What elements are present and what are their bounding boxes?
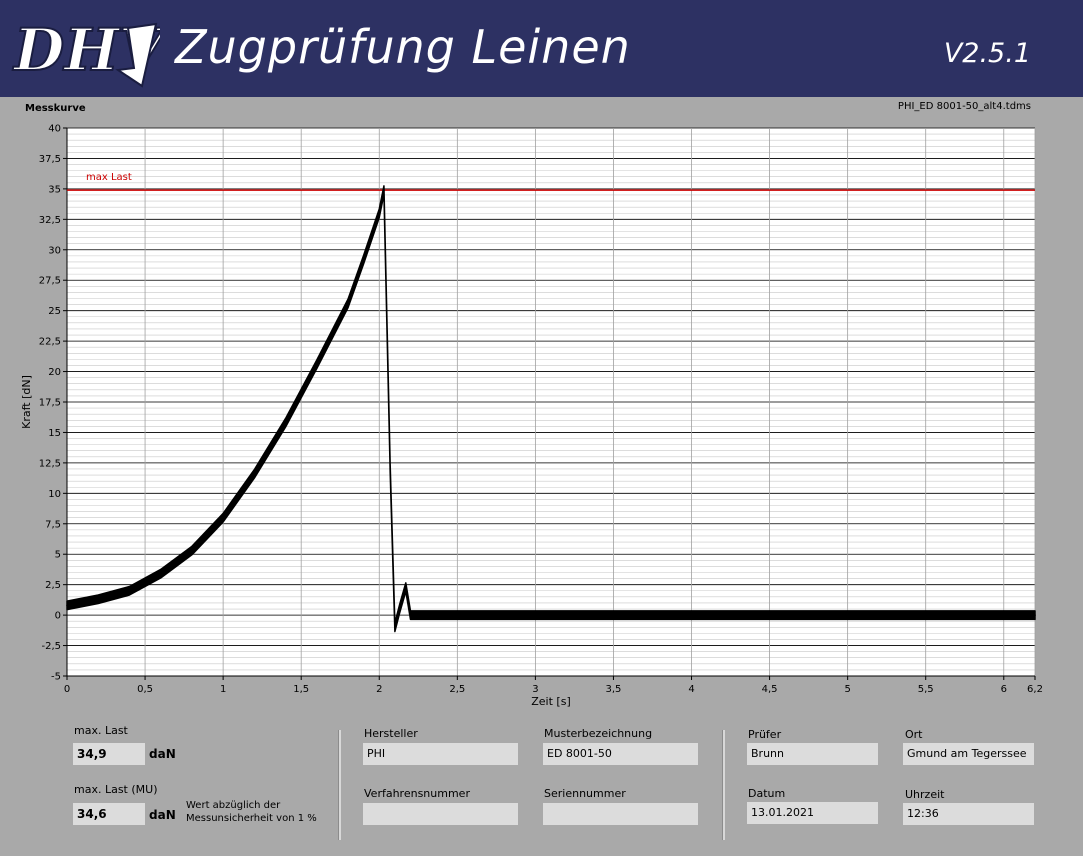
y-axis-label: Kraft [dN] xyxy=(20,375,33,429)
datum-label: Datum xyxy=(748,787,786,800)
file-name: PHI_ED 8001-50_alt4.tdms xyxy=(897,101,1031,112)
datum-field[interactable]: 13.01.2021 xyxy=(747,802,878,824)
verfahrensnummer-label: Verfahrensnummer xyxy=(364,787,470,800)
y-tick-label: 15 xyxy=(48,428,61,439)
data-point xyxy=(284,421,287,424)
data-point xyxy=(425,614,427,616)
series-group xyxy=(66,185,1036,633)
data-point xyxy=(456,614,459,616)
data-point xyxy=(1034,614,1036,616)
data-point xyxy=(398,608,401,610)
y-tick-label: 37,5 xyxy=(39,154,61,165)
measurement-chart[interactable]: 4037,53532,53027,52522,52017,51512,5107,… xyxy=(0,115,1083,715)
data-point xyxy=(128,589,131,592)
ort-field[interactable]: Gmund am Tegerssee xyxy=(903,743,1034,765)
mu-note-line2: Messunsicherheit von 1 % xyxy=(186,813,317,824)
y-tick-label: 20 xyxy=(48,367,61,378)
data-point xyxy=(316,363,318,366)
version-label: V2.5.1 xyxy=(943,38,1031,69)
y-axis-ticks: 40 37,5 35 32,5 30 27,5 25 22,5 20 17,5 15 12,5 10 7,… xyxy=(39,124,67,683)
max-last-line-label: max Last xyxy=(86,172,132,183)
data-point xyxy=(66,604,68,607)
max-last-value: 34,9 xyxy=(73,743,145,765)
x-tick-label: 0,5 xyxy=(137,684,153,695)
dhv-logo: DHV xyxy=(11,15,160,88)
data-point xyxy=(405,586,407,588)
seriennummer-field[interactable] xyxy=(543,803,698,825)
data-point xyxy=(383,189,385,191)
x-tick-label: 6,2 xyxy=(1027,684,1043,695)
y-tick-label: 10 xyxy=(48,489,61,500)
x-tick-label: 5,5 xyxy=(918,684,934,695)
data-point xyxy=(97,598,100,601)
x-tick-label: 5 xyxy=(844,684,850,695)
x-tick-label: 1 xyxy=(220,684,226,695)
y-tick-label: -5 xyxy=(51,672,61,683)
y-tick-label: 12,5 xyxy=(39,458,61,469)
max-last-label: max. Last xyxy=(74,724,128,737)
y-tick-label: 2,5 xyxy=(45,580,61,591)
seriennummer-label: Seriennummer xyxy=(544,787,626,800)
data-point xyxy=(378,212,381,215)
hersteller-field[interactable]: PHI xyxy=(363,743,518,765)
x-tick-label: 4 xyxy=(688,684,694,695)
x-tick-label: 4,5 xyxy=(762,684,778,695)
x-tick-label: 3,5 xyxy=(605,684,621,695)
y-tick-label: 32,5 xyxy=(39,215,61,226)
data-point xyxy=(222,516,224,519)
hersteller-label: Hersteller xyxy=(364,727,418,740)
uhrzeit-label: Uhrzeit xyxy=(905,788,945,801)
data-point xyxy=(389,468,391,470)
x-axis-label: Zeit [s] xyxy=(531,695,570,708)
app-title: Zugprüfung Leinen xyxy=(175,20,631,74)
data-point xyxy=(690,614,693,616)
x-tick-label: 0 xyxy=(64,684,70,695)
y-tick-label: 17,5 xyxy=(39,398,61,409)
x-tick-label: 6 xyxy=(1001,684,1007,695)
musterbezeichnung-field[interactable]: ED 8001-50 xyxy=(543,743,698,765)
y-tick-label: 5 xyxy=(55,550,61,561)
y-tick-label: 25 xyxy=(48,306,61,317)
max-last-mu-label: max. Last (MU) xyxy=(74,783,158,796)
x-axis-ticks: 0 0,5 1 1,5 2 2,5 3 3,5 4 4,5 5 5,5 6 6,2 xyxy=(64,676,1043,695)
x-tick-label: 2,5 xyxy=(449,684,465,695)
app-header: DHV Zugprüfung Leinen V2.5.1 xyxy=(0,0,1083,97)
results-panel: max. Last 34,9 daN max. Last (MU) 34,6 d… xyxy=(0,715,1083,856)
data-point xyxy=(846,614,849,616)
pruefer-field[interactable]: Brunn xyxy=(747,743,878,765)
x-tick-label: 1,5 xyxy=(293,684,309,695)
y-tick-label: 40 xyxy=(48,124,61,135)
data-point xyxy=(534,614,537,616)
data-point xyxy=(191,549,193,552)
data-point xyxy=(409,614,412,616)
y-tick-label: 7,5 xyxy=(45,519,61,530)
y-tick-label: 0 xyxy=(55,611,61,622)
x-tick-label: 3 xyxy=(532,684,538,695)
musterbezeichnung-label: Musterbezeichnung xyxy=(544,727,653,740)
y-tick-label: 22,5 xyxy=(39,337,61,348)
verfahrensnummer-field[interactable] xyxy=(363,803,518,825)
y-tick-label: 30 xyxy=(48,245,61,256)
data-point xyxy=(253,473,256,475)
y-tick-label: 27,5 xyxy=(39,276,61,287)
pruefer-label: Prüfer xyxy=(748,728,782,741)
data-point xyxy=(362,258,365,261)
data-point xyxy=(159,572,162,575)
chart-title: Messkurve xyxy=(25,103,86,114)
data-point xyxy=(1002,614,1005,616)
ort-label: Ort xyxy=(905,728,923,741)
series-trace xyxy=(66,185,1036,633)
max-last-mu-value: 34,6 xyxy=(73,803,145,825)
data-point xyxy=(347,302,349,305)
max-last-unit: daN xyxy=(149,747,176,761)
y-tick-label: -2,5 xyxy=(41,641,61,652)
divider-right xyxy=(722,730,725,840)
y-tick-label: 35 xyxy=(48,184,61,195)
uhrzeit-field[interactable]: 12:36 xyxy=(903,803,1034,825)
x-tick-label: 2 xyxy=(376,684,382,695)
mu-note-line1: Wert abzüglich der xyxy=(186,800,281,811)
divider-left xyxy=(338,730,341,840)
max-last-mu-unit: daN xyxy=(149,808,176,822)
data-point xyxy=(394,626,396,629)
